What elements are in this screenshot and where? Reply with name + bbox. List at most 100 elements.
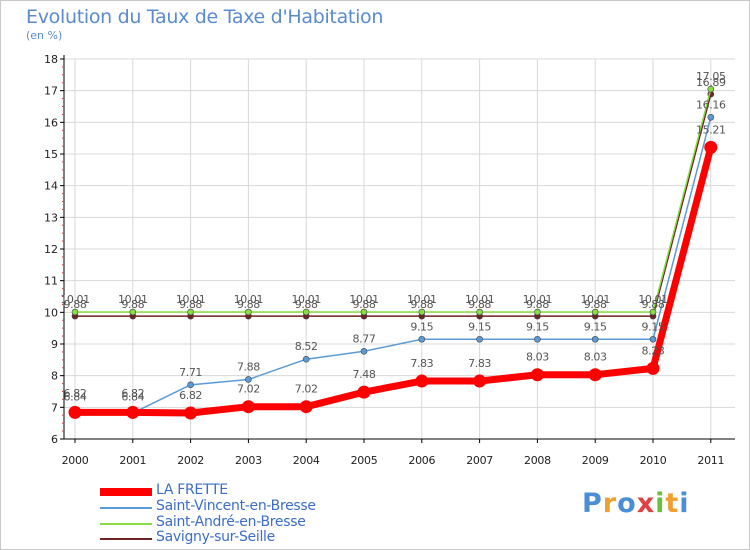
data-point-la-frette bbox=[704, 140, 718, 154]
y-tick-label: 11 bbox=[44, 275, 58, 288]
logo-letter: i bbox=[679, 488, 690, 519]
data-point-saint-andr-en-bresse bbox=[129, 308, 137, 316]
data-label-saint-andr-en-bresse: 10.01 bbox=[638, 293, 668, 306]
x-tick-label: 2008 bbox=[524, 454, 551, 467]
logo-letter: t bbox=[665, 488, 680, 519]
data-point-la-frette bbox=[299, 400, 313, 414]
data-point-saint-vincent-en-bresse bbox=[476, 335, 483, 343]
data-label-saint-vincent-en-bresse: 9.15 bbox=[642, 320, 665, 333]
data-point-saint-andr-en-bresse bbox=[418, 308, 426, 316]
data-label-la-frette: 7.02 bbox=[237, 383, 260, 396]
data-label-la-frette: 7.48 bbox=[353, 368, 376, 381]
data-label-saint-vincent-en-bresse: 6.82 bbox=[64, 387, 87, 400]
chart-subtitle: (en %) bbox=[26, 29, 63, 42]
legend-swatch-saint-andre bbox=[100, 523, 152, 525]
chart-title: Evolution du Taux de Taxe d'Habitation bbox=[26, 6, 384, 28]
data-label-saint-vincent-en-bresse: 6.82 bbox=[121, 387, 144, 400]
x-tick-label: 2007 bbox=[466, 454, 493, 467]
logo-letter: i bbox=[655, 488, 666, 519]
data-label-saint-andr-en-bresse: 10.01 bbox=[580, 293, 610, 306]
data-point-saint-andr-en-bresse bbox=[707, 85, 715, 93]
data-label-savigny-sur-seille: 9.88 bbox=[642, 298, 665, 311]
logo-letter: r bbox=[602, 488, 618, 519]
data-label-la-frette: 7.83 bbox=[468, 357, 491, 370]
x-tick-label: 2006 bbox=[408, 454, 435, 467]
y-tick-label: 15 bbox=[44, 148, 58, 161]
y-tick-label: 7 bbox=[51, 401, 58, 414]
data-point-saint-andr-en-bresse bbox=[534, 308, 541, 316]
data-label-la-frette: 6.84 bbox=[121, 390, 144, 403]
series-line-savigny-sur-seille bbox=[75, 93, 712, 317]
y-tick-label: 9 bbox=[51, 338, 58, 351]
data-label-la-frette: 6.84 bbox=[64, 390, 87, 403]
legend-swatch-saint-vincent bbox=[100, 507, 152, 509]
data-point-saint-andr-en-bresse bbox=[187, 308, 194, 316]
y-tick-label: 13 bbox=[44, 211, 58, 224]
legend-label-savigny: Savigny-sur-Seille bbox=[156, 529, 275, 545]
data-label-la-frette: 8.03 bbox=[584, 351, 607, 364]
y-tick-label: 18 bbox=[44, 53, 58, 66]
y-tick-label: 6 bbox=[51, 433, 58, 446]
data-label-la-frette: 7.83 bbox=[410, 357, 433, 370]
data-label-saint-vincent-en-bresse: 9.15 bbox=[468, 320, 491, 333]
data-point-saint-andr-en-bresse bbox=[71, 308, 79, 316]
data-point-la-frette bbox=[184, 406, 198, 420]
data-point-la-frette bbox=[415, 374, 429, 388]
logo-letter: o bbox=[617, 488, 637, 519]
data-label-saint-andr-en-bresse: 10.01 bbox=[291, 293, 321, 306]
data-point-saint-vincent-en-bresse bbox=[534, 335, 541, 343]
data-point-saint-andr-en-bresse bbox=[591, 308, 599, 316]
y-tick-label: 10 bbox=[44, 306, 58, 319]
data-label-la-frette: 7.02 bbox=[295, 383, 318, 396]
data-label-savigny-sur-seille: 9.88 bbox=[526, 298, 549, 311]
data-point-la-frette bbox=[241, 400, 255, 414]
x-tick-label: 2010 bbox=[640, 454, 667, 467]
y-tick-label: 12 bbox=[44, 243, 58, 256]
data-label-savigny-sur-seille: 16.89 bbox=[696, 76, 726, 89]
data-label-savigny-sur-seille: 9.88 bbox=[468, 298, 491, 311]
series-line-la-frette bbox=[75, 146, 715, 417]
data-label-saint-vincent-en-bresse: 16.16 bbox=[696, 98, 726, 111]
data-point-la-frette bbox=[530, 368, 544, 382]
x-tick-label: 2001 bbox=[119, 454, 146, 467]
data-label-saint-andr-en-bresse: 10.01 bbox=[234, 293, 264, 306]
data-point-la-frette bbox=[588, 368, 602, 382]
data-point-saint-vincent-en-bresse bbox=[707, 113, 715, 121]
data-label-savigny-sur-seille: 9.88 bbox=[237, 298, 260, 311]
data-point-saint-andr-en-bresse bbox=[649, 308, 657, 316]
data-point-saint-vincent-en-bresse bbox=[187, 381, 194, 389]
data-label-saint-andr-en-bresse: 17.05 bbox=[696, 70, 726, 83]
data-label-saint-andr-en-bresse: 10.01 bbox=[176, 293, 206, 306]
y-tick-label: 14 bbox=[44, 180, 58, 193]
legend-swatch-la-frette bbox=[100, 488, 152, 496]
data-label-saint-vincent-en-bresse: 8.52 bbox=[295, 340, 318, 353]
data-label-saint-vincent-en-bresse: 9.15 bbox=[584, 320, 607, 333]
logo-letter: x bbox=[636, 488, 656, 519]
data-label-savigny-sur-seille: 9.88 bbox=[295, 298, 318, 311]
data-point-saint-vincent-en-bresse bbox=[591, 335, 599, 343]
data-point-la-frette bbox=[126, 405, 140, 419]
data-label-savigny-sur-seille: 9.88 bbox=[410, 298, 433, 311]
data-point-saint-vincent-en-bresse bbox=[302, 355, 310, 363]
y-tick-label: 16 bbox=[44, 116, 58, 129]
data-label-saint-andr-en-bresse: 10.01 bbox=[349, 293, 379, 306]
data-label-saint-vincent-en-bresse: 7.88 bbox=[237, 360, 260, 373]
data-label-saint-andr-en-bresse: 10.01 bbox=[465, 293, 495, 306]
legend-label-saint-vincent: Saint-Vincent-en-Bresse bbox=[156, 498, 316, 514]
proxiti-logo: Proxiti bbox=[582, 488, 690, 519]
logo-letter: P bbox=[582, 488, 603, 519]
data-label-la-frette: 15.21 bbox=[696, 123, 726, 136]
y-tick-label: 8 bbox=[51, 370, 58, 383]
data-label-saint-vincent-en-bresse: 9.15 bbox=[410, 320, 433, 333]
x-tick-label: 2009 bbox=[582, 454, 609, 467]
data-point-la-frette bbox=[68, 405, 82, 419]
data-label-savigny-sur-seille: 9.88 bbox=[353, 298, 376, 311]
data-label-la-frette: 6.82 bbox=[179, 389, 202, 402]
series-line-saint-andr-en-bresse bbox=[75, 88, 712, 313]
data-label-savigny-sur-seille: 9.88 bbox=[179, 298, 202, 311]
data-label-saint-vincent-en-bresse: 8.77 bbox=[353, 332, 376, 345]
data-label-savigny-sur-seille: 9.88 bbox=[121, 298, 144, 311]
data-point-saint-vincent-en-bresse bbox=[245, 376, 252, 383]
